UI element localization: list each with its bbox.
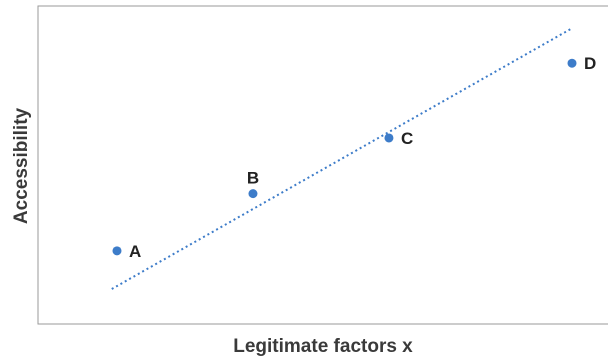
data-point-d bbox=[567, 58, 577, 68]
data-point-label-c: C bbox=[401, 129, 413, 148]
data-point-a bbox=[112, 246, 122, 256]
x-axis-title: Legitimate factors x bbox=[233, 336, 413, 357]
points-layer: A B C D bbox=[112, 54, 596, 261]
data-point-c bbox=[384, 133, 394, 143]
trendline bbox=[111, 27, 573, 290]
data-point-label-d: D bbox=[584, 54, 596, 73]
plot-area-frame bbox=[37, 5, 608, 325]
data-point-label-b: B bbox=[247, 169, 259, 188]
data-point-b bbox=[248, 189, 258, 199]
data-point-label-a: A bbox=[129, 242, 141, 261]
y-axis-title: Accessibility bbox=[11, 107, 32, 224]
